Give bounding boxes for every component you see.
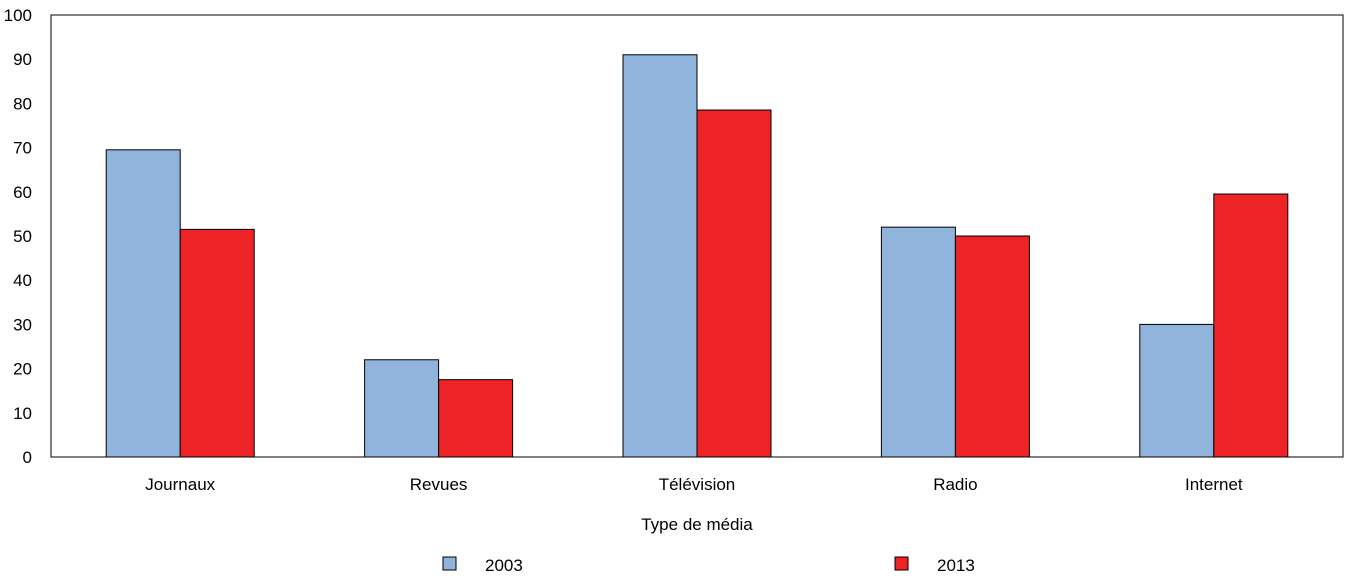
bar-télévision-2013: [696, 109, 772, 458]
bar-journaux-2003: [105, 149, 181, 458]
bar-télévision-2003: [622, 54, 698, 458]
y-tick-label: 0: [23, 448, 32, 467]
bars: [105, 54, 1289, 458]
legend-label-2003: 2003: [485, 556, 523, 575]
bar-internet-2013: [1213, 193, 1289, 458]
bar-journaux-2013: [179, 228, 255, 458]
y-tick-label: 80: [13, 94, 32, 113]
x-category-label: Télévision: [659, 475, 736, 494]
x-category-label: Revues: [410, 475, 468, 494]
legend-label-2013: 2013: [937, 556, 975, 575]
y-tick-label: 30: [13, 315, 32, 334]
y-tick-label: 20: [13, 360, 32, 379]
bar-revues-2013: [438, 379, 514, 458]
legend-swatch-2013: [894, 556, 909, 571]
y-tick-label: 60: [13, 183, 32, 202]
x-category-label: Internet: [1185, 475, 1243, 494]
y-tick-label: 40: [13, 271, 32, 290]
x-axis-title: Type de média: [641, 515, 753, 534]
x-category-label: Journaux: [145, 475, 215, 494]
y-tick-label: 90: [13, 50, 32, 69]
legend: 2003 2013: [442, 556, 975, 575]
plot-frame: [50, 14, 1344, 458]
y-axis: 0 10 20 30 40 50 60 70 80 90 100: [4, 6, 32, 467]
legend-swatch-2003: [442, 556, 457, 571]
bar-radio-2013: [954, 235, 1030, 458]
bar-internet-2003: [1139, 323, 1215, 458]
y-tick-label: 70: [13, 139, 32, 158]
x-axis: Journaux Revues Télévision Radio Internet: [145, 475, 1243, 494]
y-tick-label: 100: [4, 6, 32, 25]
y-tick-label: 10: [13, 404, 32, 423]
bar-radio-2003: [880, 226, 956, 458]
y-tick-label: 50: [13, 227, 32, 246]
bar-revues-2003: [364, 359, 440, 458]
x-category-label: Radio: [933, 475, 977, 494]
